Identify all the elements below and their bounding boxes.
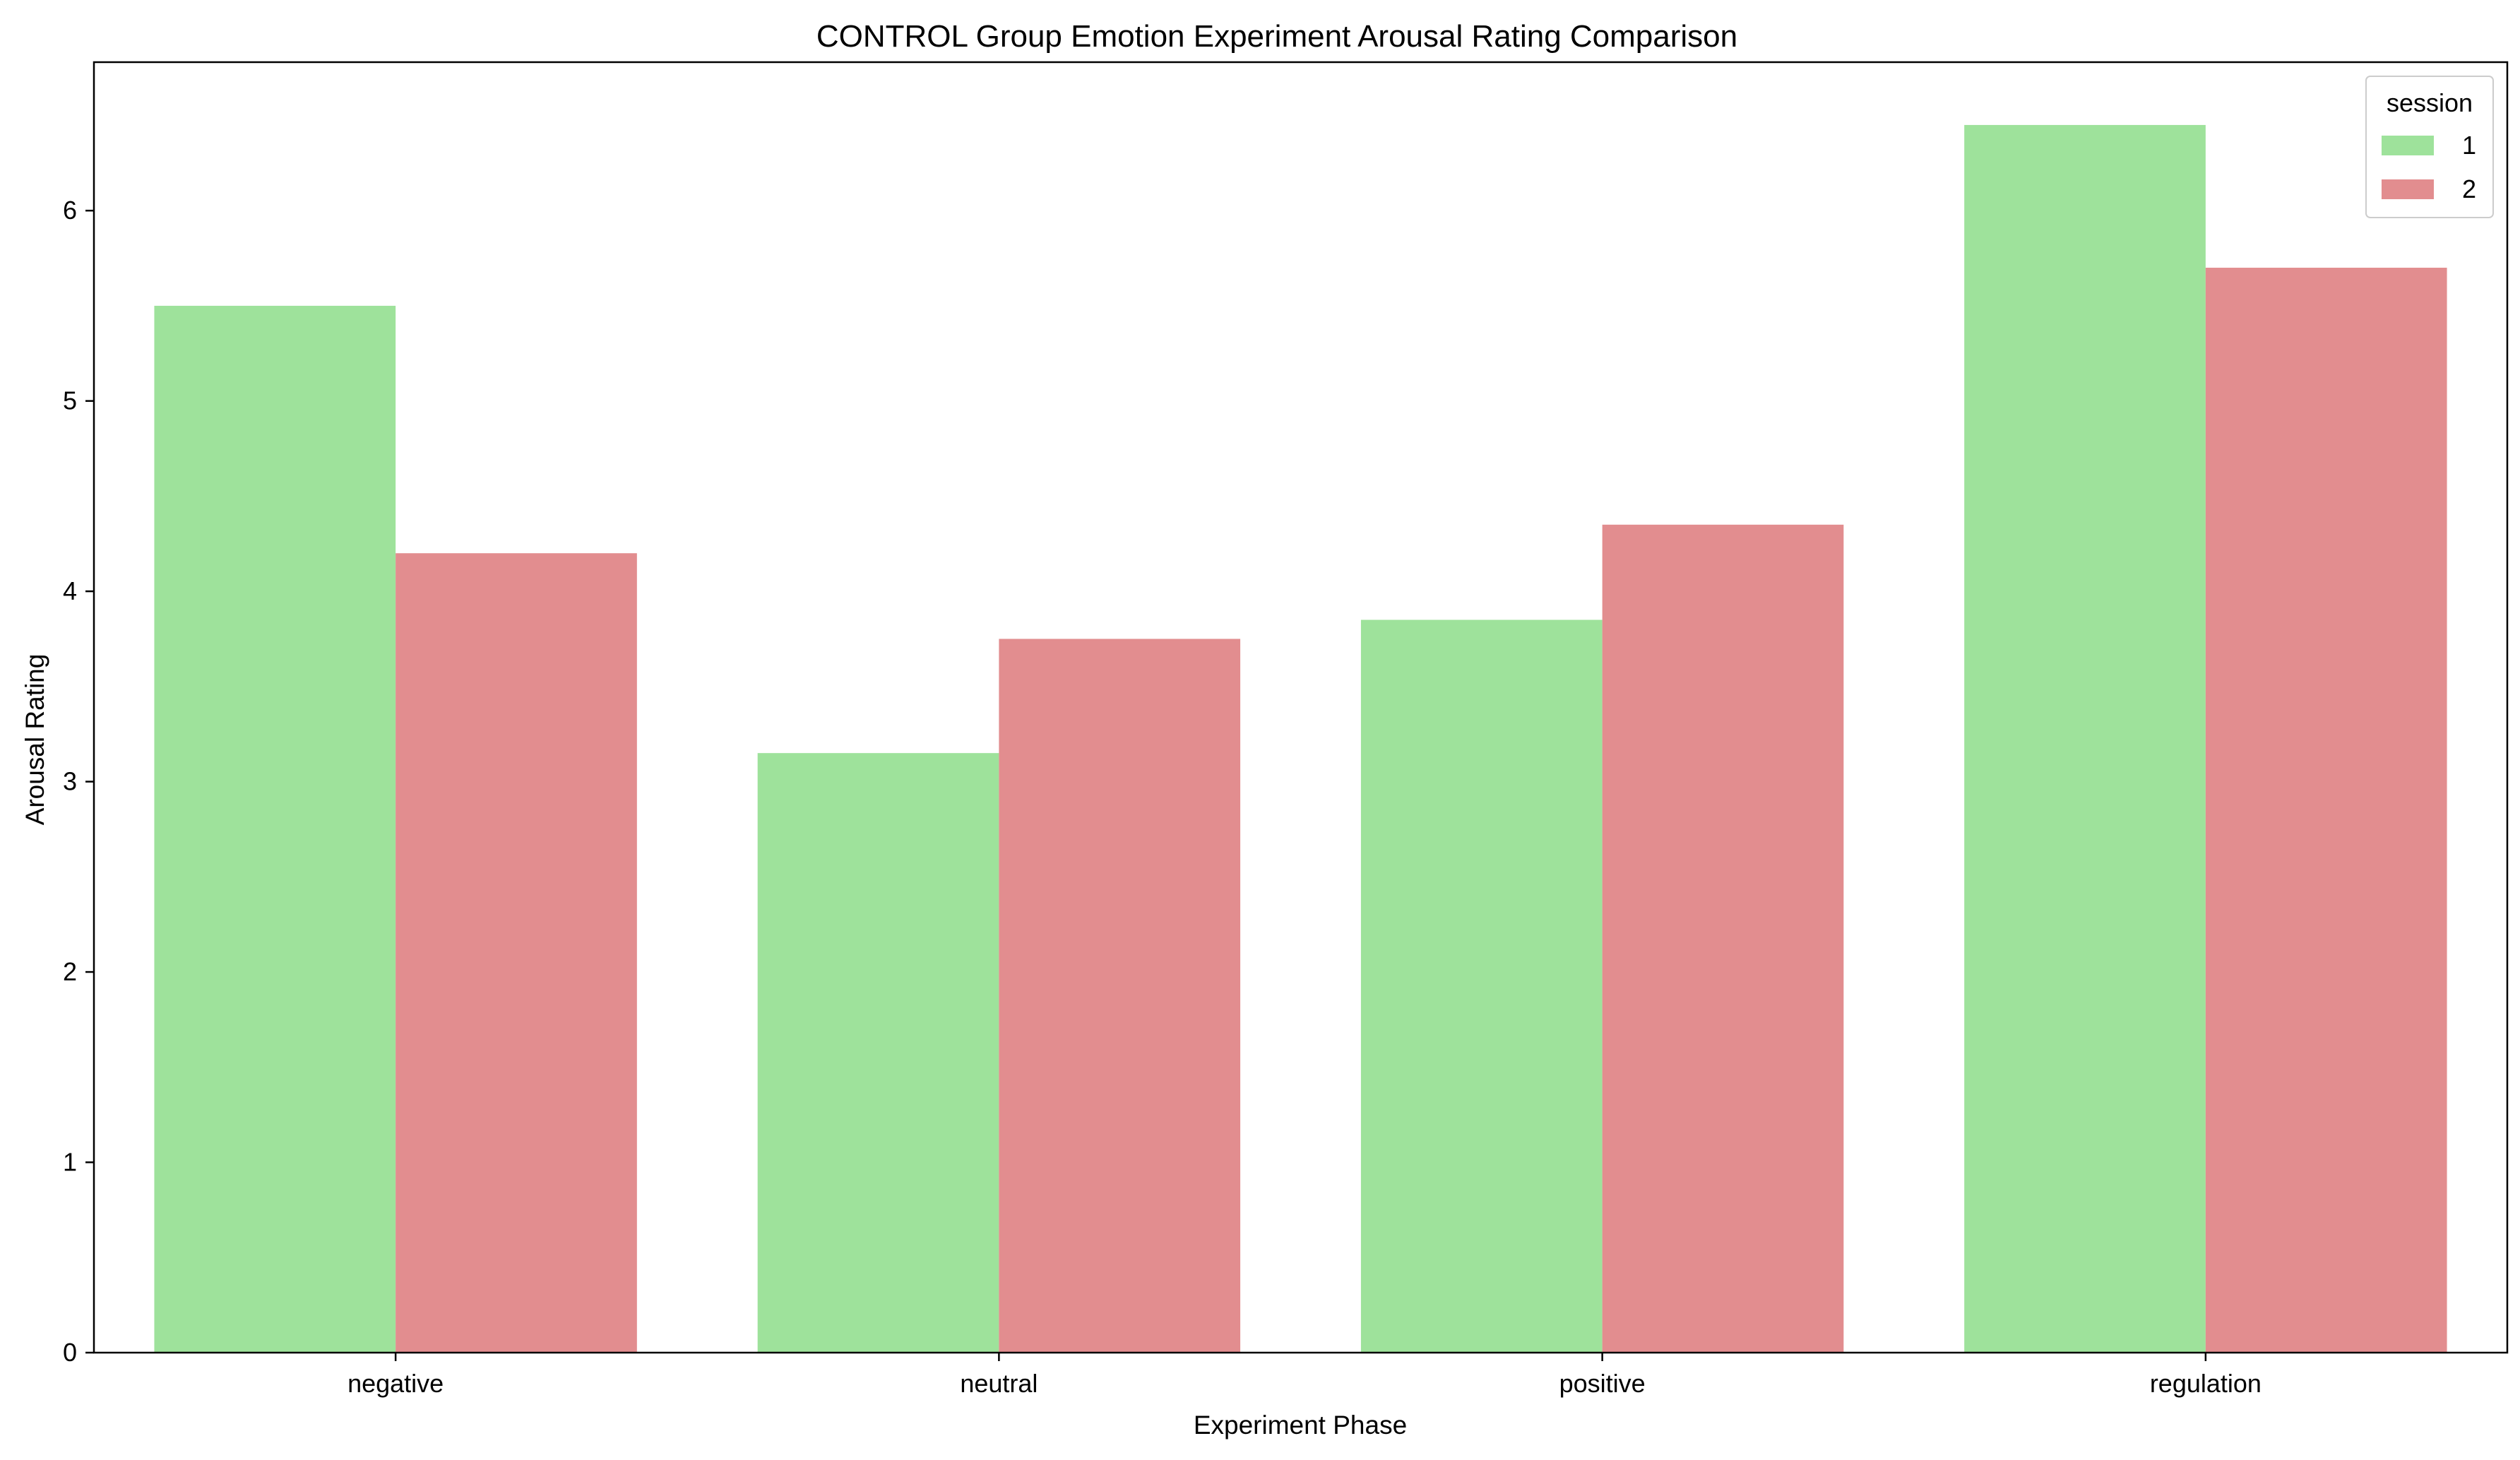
x-axis-ticks: negative neutral positive regulation	[347, 1353, 2262, 1398]
legend-label-session-1: 1	[2462, 131, 2476, 160]
y-axis-ticks: 0 1 2 3 4 5 6	[63, 196, 94, 1367]
y-tick-label: 4	[63, 576, 77, 605]
plot-frame	[93, 61, 2509, 1354]
x-tick-label: neutral	[960, 1369, 1038, 1398]
chart-title: CONTROL Group Emotion Experiment Arousal…	[816, 19, 1737, 54]
legend-swatch-session-2	[2382, 179, 2434, 199]
legend-title: session	[2387, 88, 2473, 117]
y-tick-label: 6	[63, 196, 77, 225]
bar-positive-session-2	[1602, 524, 1844, 1353]
bar-neutral-session-1	[757, 753, 999, 1353]
bar-positive-session-1	[1360, 619, 1603, 1353]
x-tick-label: regulation	[2150, 1369, 2262, 1398]
bar-regulation-session-1	[1964, 124, 2206, 1353]
bars-group	[154, 124, 2447, 1353]
bar-negative-session-1	[154, 305, 396, 1353]
y-tick-label: 3	[63, 767, 77, 796]
legend-label-session-2: 2	[2462, 174, 2476, 203]
y-tick-label: 2	[63, 957, 77, 986]
x-tick-label: positive	[1559, 1369, 1646, 1398]
bar-regulation-session-2	[2205, 268, 2447, 1353]
legend-swatch-session-1	[2382, 136, 2434, 155]
x-axis-label: Experiment Phase	[1194, 1411, 1407, 1440]
y-tick-label: 1	[63, 1148, 77, 1177]
bar-neutral-session-2	[999, 639, 1241, 1353]
legend-items: 12	[2382, 131, 2476, 203]
y-tick-label: 0	[63, 1338, 77, 1367]
x-tick-label: negative	[347, 1369, 444, 1398]
bar-negative-session-2	[396, 553, 637, 1353]
y-axis-label: Arousal Rating	[20, 654, 49, 826]
legend: session 12	[2365, 76, 2494, 218]
y-tick-label: 5	[63, 386, 77, 415]
